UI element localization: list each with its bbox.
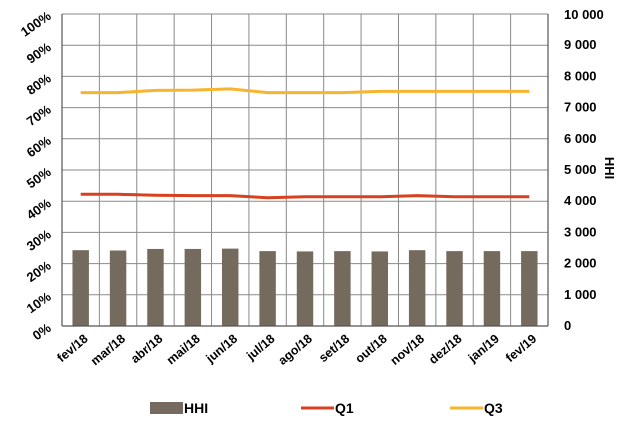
x-tick-label: fev/19 — [503, 332, 539, 366]
right-tick-label: 8 000 — [564, 68, 597, 83]
right-tick-label: 2 000 — [564, 256, 597, 271]
right-tick-label: 9 000 — [564, 37, 597, 52]
hhi-bar — [296, 251, 314, 326]
hhi-bar — [147, 248, 164, 326]
hhi-bar — [334, 251, 351, 326]
series-line-q1 — [80, 192, 530, 200]
legend-label: Q3 — [484, 400, 503, 416]
left-tick-label: 40% — [24, 195, 54, 222]
right-tick-label: 0 — [564, 318, 571, 333]
hhi-bar — [72, 250, 89, 326]
left-tick-label: 30% — [24, 226, 54, 253]
hhi-bar — [184, 248, 202, 326]
right-tick-label: 3 000 — [564, 224, 597, 239]
hhi-bar — [222, 248, 239, 326]
hhi-bar — [109, 250, 127, 326]
left-axis-ticks: 0% 10% 20% 30% 40% 50% 60% 70% 80% 90%100% — [18, 8, 54, 343]
hhi-bar — [521, 251, 538, 326]
right-tick-label: 5 000 — [564, 162, 597, 177]
right-axis-ticks: 0 1 000 2 000 3 000 4 000 5 000 6 000 7 000 8 00… — [564, 7, 604, 333]
hhi-bar — [483, 251, 501, 326]
x-tick-label: ago/18 — [276, 332, 315, 368]
x-tick-label: abr/18 — [128, 332, 165, 366]
hhi-bar — [259, 251, 276, 326]
x-tick-label: mar/18 — [88, 332, 128, 369]
x-tick-label: jan/19 — [465, 332, 502, 366]
left-tick-label: 80% — [24, 70, 54, 97]
right-tick-label: 6 000 — [564, 131, 597, 146]
left-tick-label: 100% — [18, 8, 54, 40]
x-tick-label: out/18 — [352, 332, 389, 366]
left-tick-label: 10% — [24, 289, 54, 316]
right-tick-label: 4 000 — [564, 193, 597, 208]
x-tick-label: jul/18 — [243, 332, 277, 364]
right-axis-title: HHI — [602, 157, 617, 179]
left-tick-label: 20% — [24, 258, 54, 285]
series-line-q3 — [80, 87, 530, 95]
hhi-bar — [408, 250, 426, 326]
left-tick-label: 0% — [30, 320, 54, 343]
right-tick-label: 10 000 — [564, 7, 604, 22]
x-tick-label: dez/18 — [426, 332, 464, 367]
x-tick-label: mai/18 — [164, 332, 203, 368]
hhi-bar — [446, 251, 463, 326]
legend: HHI Q1 Q3 — [150, 400, 503, 416]
quantile-lines — [80, 87, 530, 200]
x-tick-label: fev/18 — [54, 332, 90, 366]
left-tick-label: 70% — [24, 102, 54, 129]
x-tick-label: nov/18 — [388, 332, 427, 368]
hhi-bar — [371, 251, 388, 326]
legend-label: HHI — [184, 400, 208, 416]
x-tick-label: jun/18 — [203, 332, 240, 367]
axes — [61, 14, 549, 327]
left-tick-label: 60% — [24, 133, 54, 160]
legend-label: Q1 — [335, 400, 354, 416]
right-tick-label: 1 000 — [564, 287, 597, 302]
left-tick-label: 50% — [24, 164, 54, 191]
legend-swatch-hhi — [150, 402, 183, 414]
hhi-bars — [72, 248, 538, 326]
right-tick-label: 7 000 — [564, 100, 597, 115]
x-tick-label: set/18 — [316, 332, 352, 366]
left-tick-label: 90% — [24, 39, 54, 66]
